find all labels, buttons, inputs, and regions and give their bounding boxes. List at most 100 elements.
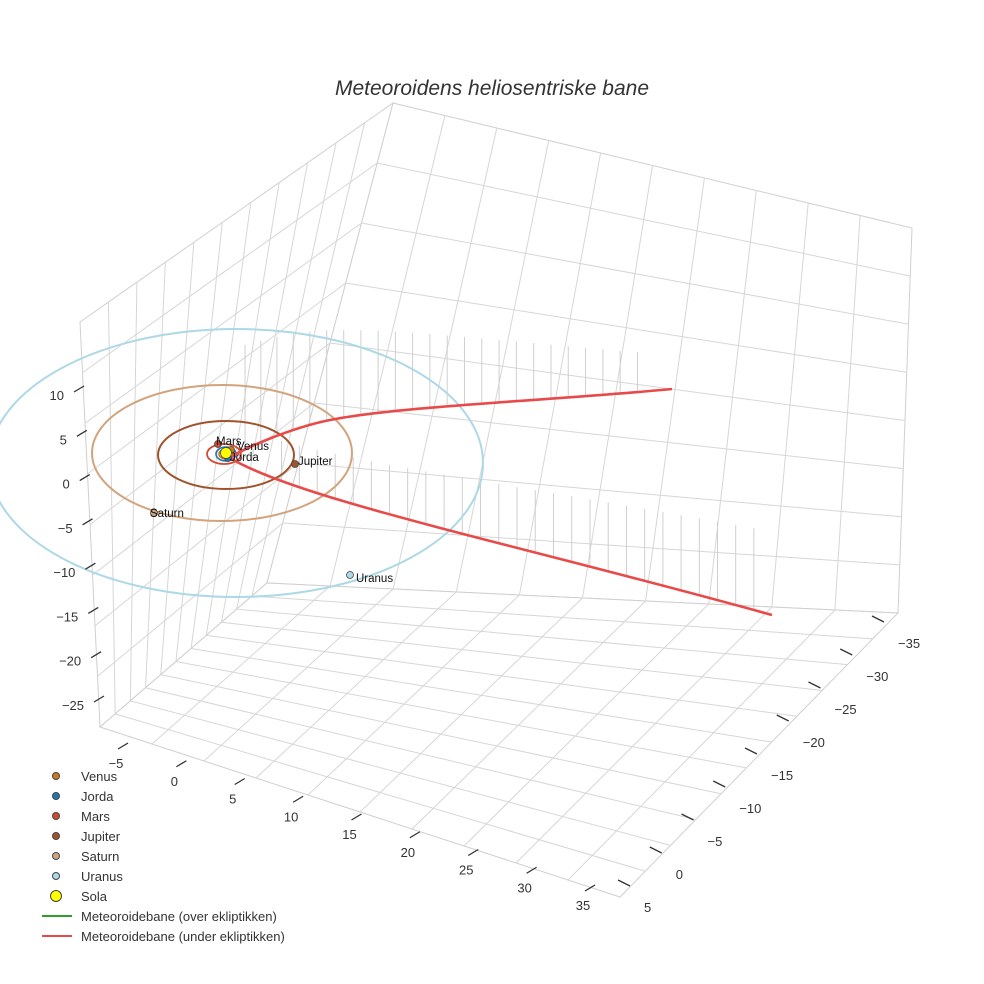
orbit-uranus bbox=[0, 328, 484, 598]
z-axis-tick-mark bbox=[87, 606, 99, 614]
x-axis-tick-label: 30 bbox=[517, 880, 531, 895]
y-axis-tick-mark bbox=[649, 846, 663, 854]
y-axis-tick-mark bbox=[712, 780, 726, 788]
planet-mars[interactable] bbox=[214, 440, 222, 448]
sun-marker[interactable] bbox=[220, 447, 232, 459]
z-axis-tick-mark bbox=[93, 695, 105, 703]
left-wall-gridline bbox=[87, 282, 347, 475]
y-axis-tick-mark bbox=[871, 615, 885, 623]
floor-gridline bbox=[463, 603, 710, 847]
legend-label: Mars bbox=[81, 808, 110, 824]
z-axis-tick-label: 0 bbox=[62, 477, 69, 492]
legend-item-8[interactable]: Meteoroidebane (under ekliptikken) bbox=[40, 926, 285, 946]
legend-label: Saturn bbox=[81, 848, 120, 864]
planet-label-venus: Venus bbox=[237, 441, 269, 453]
left-wall-gridline bbox=[82, 162, 378, 374]
x-axis-tick-mark bbox=[584, 884, 596, 892]
legend-item-2[interactable]: Mars bbox=[40, 806, 285, 826]
z-axis-tick-label: −10 bbox=[53, 565, 75, 580]
x-axis-tick-label: 0 bbox=[171, 774, 178, 789]
x-axis-tick-label: 15 bbox=[342, 827, 356, 842]
y-axis-tick-label: −30 bbox=[866, 669, 888, 684]
y-axis-tick-label: −25 bbox=[835, 702, 857, 717]
x-axis-tick-label: −5 bbox=[109, 756, 124, 771]
planet-orbits bbox=[0, 328, 484, 598]
orbit-mars bbox=[206, 443, 242, 465]
legend-marker-swatch bbox=[40, 786, 76, 806]
floor-gridline bbox=[307, 594, 520, 796]
right-wall-gridline bbox=[329, 342, 906, 421]
y-axis-tick-label: −10 bbox=[739, 801, 761, 816]
x-axis-tick-mark bbox=[351, 813, 362, 821]
x-axis-tick-mark bbox=[467, 848, 479, 857]
x-axis-tick-mark bbox=[292, 795, 304, 803]
z-axis-tick-label: −15 bbox=[56, 609, 78, 624]
left-wall-gridline bbox=[89, 342, 331, 525]
legend-label: Meteoroidebane (under ekliptikken) bbox=[81, 928, 285, 944]
z-axis-tick-mark bbox=[82, 518, 93, 526]
legend-item-6[interactable]: Sola bbox=[40, 886, 285, 906]
legend-marker-swatch bbox=[40, 766, 76, 786]
floor-gridline bbox=[359, 597, 583, 813]
legend: Venus Jorda Mars Jupiter Saturn Uranus Sola Met… bbox=[40, 766, 285, 946]
right-wall-gridline bbox=[345, 282, 907, 373]
axis-ticks: 10 5 0 −5 −10 −15 −20 −25 −5 0 5 10 15 20 25 30 35 −35 −30… bbox=[50, 385, 920, 915]
z-axis-tick-label: −25 bbox=[62, 698, 84, 713]
legend-marker-swatch bbox=[40, 806, 76, 826]
y-axis-tick-mark bbox=[776, 714, 790, 722]
z-axis-tick-label: 5 bbox=[60, 432, 67, 447]
y-axis-tick-label: −5 bbox=[708, 834, 723, 849]
right-wall-gridline bbox=[314, 402, 904, 470]
floor-gridline bbox=[411, 600, 646, 830]
x-axis-tick-mark bbox=[117, 742, 129, 750]
planet-saturn[interactable] bbox=[150, 509, 158, 517]
z-axis-tick-label: −20 bbox=[59, 654, 81, 669]
x-axis-tick-label: 20 bbox=[401, 845, 415, 860]
meteoroid-trajectory bbox=[229, 387, 773, 617]
right-wall-gridline bbox=[361, 222, 909, 325]
legend-item-7[interactable]: Meteoroidebane (over ekliptikken) bbox=[40, 906, 285, 926]
z-axis-tick-mark bbox=[76, 429, 88, 437]
floor-gridline bbox=[515, 606, 773, 864]
x-axis-tick-mark bbox=[409, 831, 421, 839]
x-axis-tick-label: 5 bbox=[229, 792, 236, 807]
trajectory-drop-lines bbox=[244, 329, 755, 610]
legend-label: Sola bbox=[81, 888, 108, 904]
planet-jupiter[interactable] bbox=[291, 460, 299, 468]
legend-item-3[interactable]: Jupiter bbox=[40, 826, 285, 846]
left-wall-gridline bbox=[84, 222, 362, 424]
y-axis-tick-label: −20 bbox=[803, 735, 825, 750]
x-axis-tick-mark bbox=[176, 760, 187, 768]
trajectory-segment-incoming bbox=[229, 387, 673, 460]
legend-marker-swatch bbox=[40, 846, 76, 866]
y-axis-tick-label: 0 bbox=[676, 867, 683, 882]
grid-panels bbox=[79, 101, 913, 898]
z-axis-tick-mark bbox=[85, 562, 96, 570]
legend-label: Jorda bbox=[81, 788, 114, 804]
z-axis-tick-mark bbox=[73, 385, 85, 393]
legend-item-4[interactable]: Saturn bbox=[40, 846, 285, 866]
legend-item-5[interactable]: Uranus bbox=[40, 866, 285, 886]
planet-uranus[interactable] bbox=[346, 571, 354, 579]
x-axis-tick-label: 10 bbox=[284, 809, 298, 824]
trajectory-segment-outgoing bbox=[229, 456, 773, 617]
left-wall-gridline bbox=[94, 462, 299, 627]
y-axis-tick-label: −15 bbox=[771, 768, 793, 783]
legend-item-1[interactable]: Jorda bbox=[40, 786, 285, 806]
z-axis-tick-mark bbox=[79, 474, 91, 482]
floor-gridline bbox=[255, 591, 457, 779]
planet-label-jupiter: Jupiter bbox=[298, 456, 333, 468]
z-axis-tick-label: −5 bbox=[58, 521, 73, 536]
legend-marker-swatch bbox=[40, 886, 76, 906]
orbit-saturn bbox=[91, 384, 353, 522]
floor-gridline bbox=[203, 588, 394, 762]
floor-gridline bbox=[567, 609, 836, 881]
x-axis-tick-mark bbox=[234, 777, 246, 786]
floor-panel bbox=[99, 582, 900, 898]
legend-line-swatch bbox=[40, 906, 76, 926]
orbit-jupiter bbox=[157, 420, 295, 490]
legend-item-0[interactable]: Venus bbox=[40, 766, 285, 786]
legend-label: Uranus bbox=[81, 868, 123, 884]
